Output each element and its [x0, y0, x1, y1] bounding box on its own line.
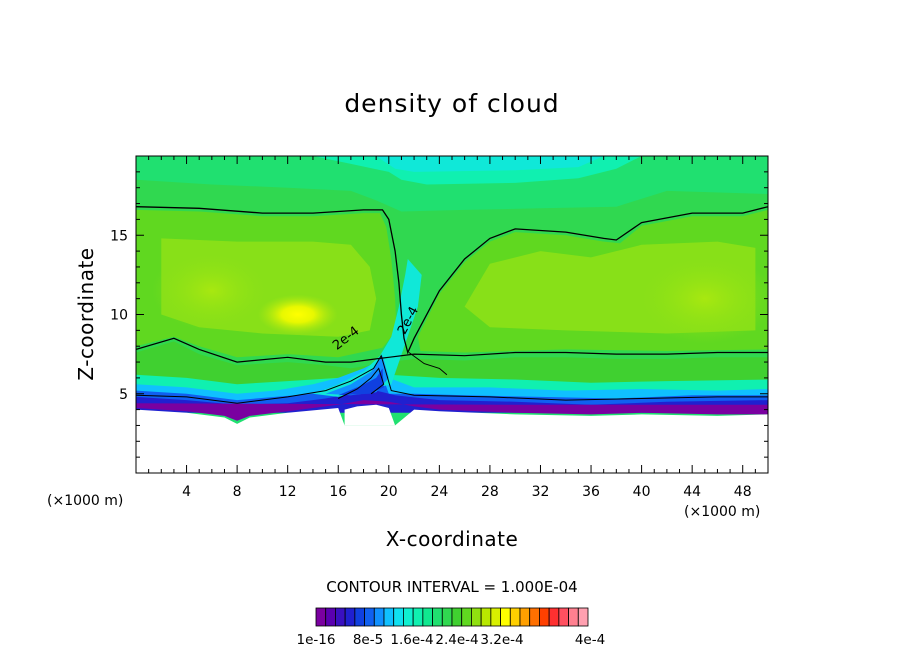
x-tick-label: 36	[582, 484, 600, 500]
y-tick-label: 5	[119, 387, 128, 403]
x-tick-label: 20	[380, 484, 398, 500]
colorbar-label: 1.6e-4	[390, 632, 433, 648]
colorbar-swatch	[403, 607, 414, 627]
y-tick-label: 10	[110, 308, 128, 324]
colorbar-swatch	[364, 607, 375, 627]
x-unit-label: (×1000 m)	[684, 504, 760, 520]
colorbar-swatch	[568, 607, 579, 627]
colorbar-swatch	[500, 607, 511, 627]
colorbar-swatch	[441, 607, 453, 627]
x-tick-label: 12	[279, 484, 297, 500]
contour-interval-label: CONTOUR INTERVAL = 1.000E-04	[326, 578, 577, 596]
colorbar-swatch	[393, 607, 404, 627]
x-tick-label: 8	[233, 484, 242, 500]
colorbar-label: 3.2e-4	[480, 632, 523, 648]
max-density-spot	[257, 294, 338, 335]
band-low-blue	[136, 365, 768, 412]
colorbar-swatch	[548, 607, 560, 627]
colorbar-label: 4e-4	[575, 632, 605, 648]
x-tick-label: 44	[683, 484, 701, 500]
colorbar-swatch	[461, 607, 472, 627]
warm-region-right	[634, 253, 768, 344]
colorbar-swatch	[509, 607, 521, 627]
colorbar-swatch	[480, 607, 492, 627]
density-field	[136, 156, 768, 473]
x-tick-label: 48	[734, 484, 752, 500]
colorbar-swatch	[383, 607, 395, 627]
contour-2e-4-upper	[136, 206, 768, 355]
colorbar-swatch	[354, 607, 365, 627]
band-low-lightblue	[136, 362, 768, 407]
y-axis: 5 10 15	[110, 155, 768, 474]
colorbar-swatch	[432, 607, 443, 627]
x-tick-label: 24	[430, 484, 448, 500]
y-unit-label: (×1000 m)	[47, 493, 123, 509]
x-tick-label: 40	[633, 484, 651, 500]
colorbar-label: 2.4e-4	[435, 632, 478, 648]
contour-plume	[337, 367, 385, 399]
colorbar-label: 8e-5	[353, 632, 383, 648]
colorbar-swatch	[577, 607, 589, 627]
colorbar-swatch	[335, 607, 346, 627]
colorbar-swatch	[529, 607, 540, 627]
colorbar-swatch	[412, 607, 424, 627]
colorbar-swatch	[344, 607, 356, 627]
contour-small-1	[408, 352, 448, 376]
colorbar-swatch	[325, 607, 336, 627]
colorbar: 1e-16 8e-5 1.6e-4 2.4e-4 3.2e-4 4e-4	[297, 607, 605, 648]
x-axis-label: X-coordinate	[386, 527, 519, 551]
band-base-white-notch	[344, 404, 396, 426]
band-base-purple	[136, 400, 768, 421]
x-tick-label: 28	[481, 484, 499, 500]
x-tick-label: 4	[182, 484, 191, 500]
x-tick-label: 32	[532, 484, 550, 500]
plume-cyan	[313, 259, 422, 397]
plume-deepblue	[338, 368, 384, 396]
contour-low-1	[136, 354, 768, 404]
y-axis-label: Z-coordinate	[74, 247, 98, 380]
clear-air-below	[136, 408, 768, 473]
chart-title: density of cloud	[344, 89, 559, 118]
colorbar-swatch	[539, 607, 550, 627]
colorbar-swatch	[558, 607, 569, 627]
colorbar-swatch	[451, 607, 463, 627]
colorbar-swatch	[490, 607, 501, 627]
colorbar-label: 1e-16	[297, 632, 336, 648]
colorbar-swatch	[519, 607, 531, 627]
y-tick-label: 15	[110, 228, 128, 244]
colorbar-swatch	[471, 607, 482, 627]
contour-2e-4-lower	[136, 337, 768, 363]
warm-region-left	[151, 250, 272, 331]
colorbar-swatch	[422, 607, 433, 627]
x-axis: 4 8 12 16 20 24 28 32 36 40 44 48	[135, 156, 769, 500]
x-tick-label: 16	[329, 484, 347, 500]
colorbar-swatch	[315, 607, 327, 627]
colorbar-swatch	[373, 607, 385, 627]
